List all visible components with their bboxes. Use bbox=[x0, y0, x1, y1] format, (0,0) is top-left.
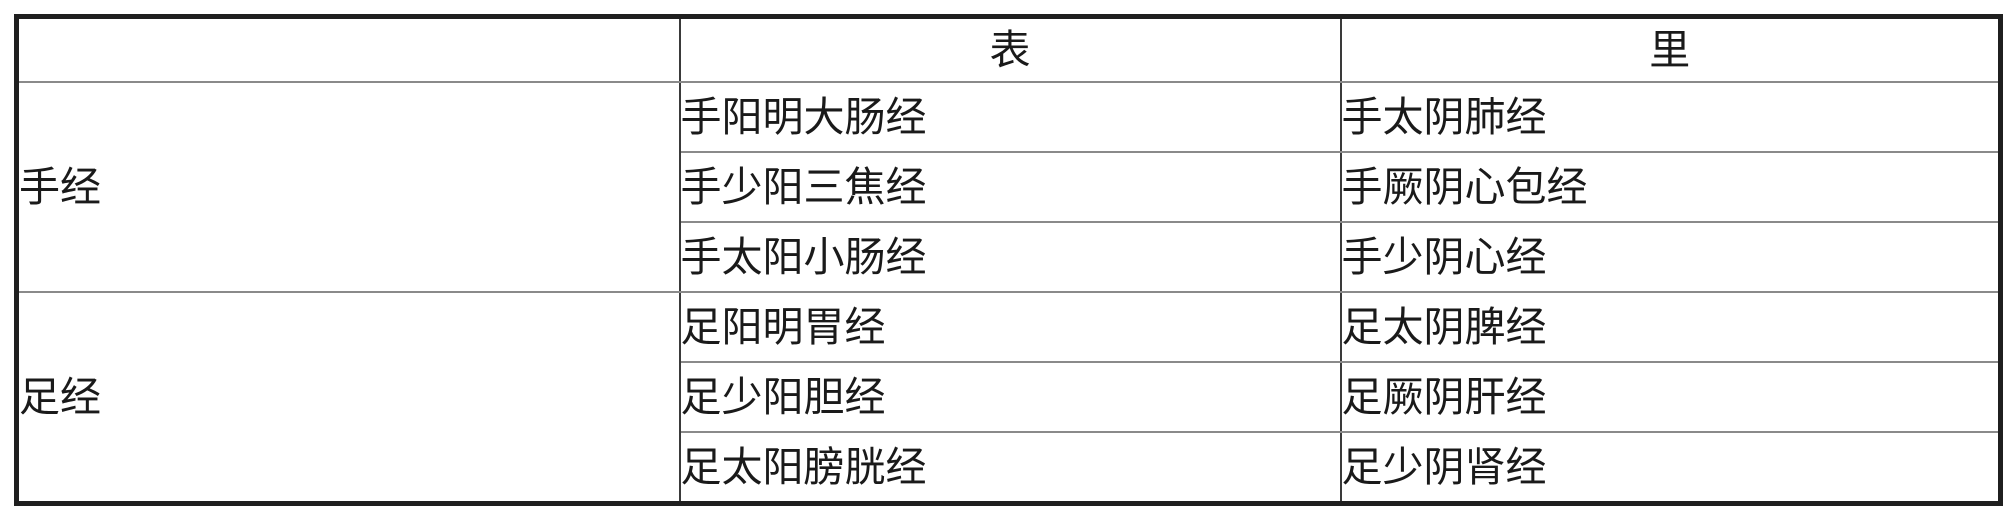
meridian-table: 表 里 手经 手阳明大肠经 手太阴肺经 手少阳三焦经 手厥阴心包经 手太阳小肠经… bbox=[14, 14, 2003, 506]
table-row: 手经 手阳明大肠经 手太阴肺经 bbox=[15, 81, 2002, 293]
table-row: 足少阳胆经 足厥阴肝经 bbox=[17, 361, 2002, 433]
cell-interior-meridian: 足厥阴肝经 bbox=[1339, 361, 2002, 433]
cell-exterior-meridian: 手阳明大肠经 bbox=[678, 81, 1342, 153]
row-group-label-foot: 足经 bbox=[15, 291, 681, 505]
table-row: 足太阳膀胱经 足少阴肾经 bbox=[17, 431, 2002, 505]
cell-exterior-meridian: 足太阳膀胱经 bbox=[678, 431, 1342, 505]
cell-interior-meridian: 足少阴肾经 bbox=[1339, 431, 2002, 505]
table-header-row: 表 里 bbox=[15, 15, 2002, 83]
row-group-label-hand: 手经 bbox=[15, 81, 681, 293]
cell-exterior-meridian: 手太阳小肠经 bbox=[678, 221, 1342, 293]
header-cell-interior: 里 bbox=[1339, 15, 2002, 83]
header-cell-exterior: 表 bbox=[678, 15, 1342, 83]
table-row: 足经 足阳明胃经 足太阴脾经 bbox=[15, 291, 2002, 505]
cell-interior-meridian: 手少阴心经 bbox=[1339, 221, 2002, 293]
cell-exterior-meridian: 足阳明胃经 bbox=[678, 291, 1342, 363]
table-row: 手太阳小肠经 手少阴心经 bbox=[17, 221, 2002, 293]
table-row: 手少阳三焦经 手厥阴心包经 bbox=[17, 151, 2002, 223]
header-cell-empty bbox=[15, 15, 681, 83]
cell-interior-meridian: 手太阴肺经 bbox=[1339, 81, 2002, 153]
cell-exterior-meridian: 足少阳胆经 bbox=[678, 361, 1342, 433]
cell-interior-meridian: 手厥阴心包经 bbox=[1339, 151, 2002, 223]
cell-exterior-meridian: 手少阳三焦经 bbox=[678, 151, 1342, 223]
cell-interior-meridian: 足太阴脾经 bbox=[1339, 291, 2002, 363]
